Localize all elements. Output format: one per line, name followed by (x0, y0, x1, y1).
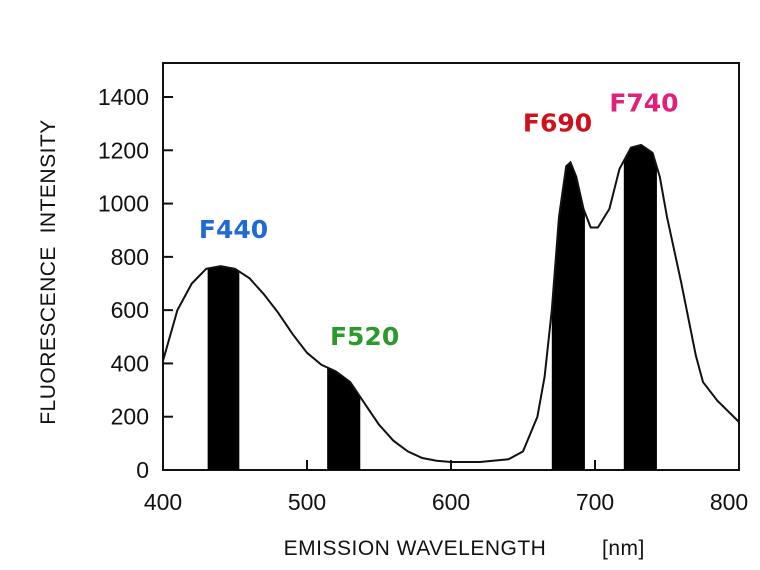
y-tick-label: 1200 (98, 137, 149, 163)
y-tick-label: 1000 (98, 191, 149, 217)
band-label-f740: F740 (609, 89, 678, 118)
x-axis: 400 500 600 700 800 (144, 460, 748, 515)
y-tick-label: 600 (111, 297, 149, 323)
y-tick-label: 800 (111, 244, 149, 270)
y-tick-label: 1400 (98, 84, 149, 110)
y-tick-label: 400 (111, 350, 149, 376)
x-tick-label: 700 (576, 489, 614, 515)
x-tick-label: 500 (288, 489, 326, 515)
y-tick-label: 0 (136, 457, 149, 483)
band-f520 (327, 367, 361, 470)
band-labels: F440 F520 F690 F740 (199, 89, 679, 351)
x-axis-unit: [nm] (602, 537, 645, 560)
filter-bands (207, 144, 657, 470)
band-f690 (551, 162, 585, 470)
x-tick-label: 400 (144, 489, 182, 515)
band-label-f520: F520 (330, 322, 399, 351)
band-label-f440: F440 (199, 215, 268, 244)
y-axis: 0 200 400 600 800 1000 1200 1400 (98, 84, 173, 483)
band-f740 (623, 144, 657, 470)
y-tick-label: 200 (111, 404, 149, 430)
band-label-f690: F690 (523, 109, 592, 138)
x-axis-title: EMISSION WAVELENGTH (284, 537, 547, 560)
x-tick-label: 600 (432, 489, 470, 515)
band-f440 (207, 266, 240, 470)
x-tick-label: 800 (710, 489, 748, 515)
spectrum-line (162, 143, 740, 463)
y-axis-title: FLUORESCENCE INTENSITY (37, 119, 60, 425)
